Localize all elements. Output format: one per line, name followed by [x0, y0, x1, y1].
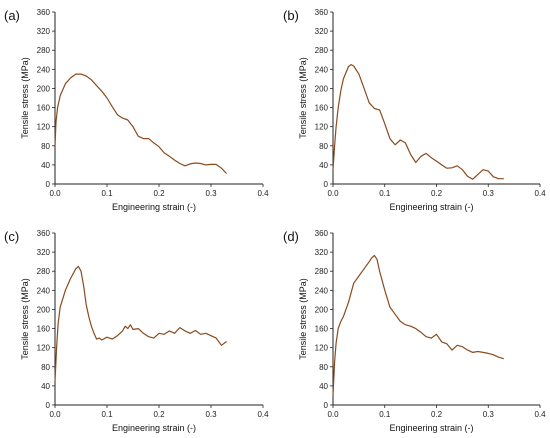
y-tick-label: 80	[319, 142, 328, 151]
y-tick-label: 320	[315, 248, 329, 257]
y-tick-label: 0	[46, 180, 51, 189]
x-tick-label: 0.1	[101, 189, 113, 198]
stress-strain-curve	[332, 254, 504, 396]
x-tick-label: 0.2	[431, 189, 443, 198]
panel-label: (d)	[283, 229, 299, 244]
x-tick-label: 0.2	[153, 189, 165, 198]
y-tick-label: 160	[315, 104, 329, 113]
chart-panel-c: (c) 0 40 80 120 160 200 240 280 320 360 0.0 0.1 0.2 0.…	[4, 229, 269, 433]
y-tick-label: 0	[324, 401, 329, 410]
x-tick-label: 0.3	[205, 189, 217, 198]
x-tick-label: 0.3	[205, 410, 217, 419]
x-tick-label: 0.0	[327, 189, 339, 198]
x-tick-label: 0.4	[257, 189, 269, 198]
x-tick-label: 0.0	[49, 410, 61, 419]
chart-panel-b: (b) 0 40 80 120 160 200 240 280 320 360 0.0 0.1 0.2 0.…	[283, 8, 546, 212]
y-tick-label: 240	[315, 286, 329, 295]
y-tick-label: 360	[37, 8, 51, 17]
y-tick-label: 200	[37, 84, 51, 93]
panel-label: (b)	[283, 8, 299, 23]
x-tick-label: 0.1	[379, 189, 391, 198]
chart-panel-d: (d) 0 40 80 120 160 200 240 280 320 360 0.0 0.1 0.2 0.…	[283, 229, 546, 433]
x-tick-label: 0.0	[49, 189, 61, 198]
y-tick-label: 40	[319, 161, 328, 170]
panel-label: (c)	[4, 229, 19, 244]
y-tick-label: 80	[41, 363, 50, 372]
y-tick-label: 40	[41, 161, 50, 170]
stress-strain-curve	[54, 73, 228, 174]
y-tick-label: 200	[315, 84, 329, 93]
x-axis-title: Engineering strain (-)	[112, 202, 196, 212]
stress-strain-curve	[332, 63, 504, 180]
stress-strain-curve	[54, 265, 227, 382]
y-tick-label: 280	[37, 46, 51, 55]
y-tick-label: 360	[37, 229, 51, 238]
y-tick-label: 0	[324, 180, 329, 189]
x-axis-title: Engineering strain (-)	[389, 423, 473, 433]
y-tick-label: 40	[319, 382, 328, 391]
y-axis-title: Tensile stress (MPa)	[20, 57, 30, 139]
y-tick-label: 160	[315, 325, 329, 334]
x-tick-label: 0.3	[483, 410, 495, 419]
y-tick-label: 40	[41, 382, 50, 391]
y-tick-label: 240	[37, 65, 51, 74]
y-tick-label: 160	[37, 325, 51, 334]
y-tick-label: 120	[37, 123, 51, 132]
y-tick-label: 0	[46, 401, 51, 410]
x-tick-label: 0.4	[534, 410, 546, 419]
x-tick-label: 0.1	[101, 410, 113, 419]
x-tick-label: 0.4	[534, 189, 546, 198]
y-tick-label: 320	[37, 248, 51, 257]
y-axis-title: Tensile stress (MPa)	[20, 278, 30, 360]
x-tick-label: 0.0	[327, 410, 339, 419]
x-axis-title: Engineering strain (-)	[389, 202, 473, 212]
y-tick-label: 120	[315, 123, 329, 132]
y-tick-label: 280	[315, 267, 329, 276]
chart-panel-a: (a) 0 40 80 120 160 200 240 280 320 360 0.0 0.1 0.2 0.…	[4, 8, 269, 212]
x-tick-label: 0.2	[431, 410, 443, 419]
x-axis-title: Engineering strain (-)	[112, 423, 196, 433]
y-tick-label: 240	[37, 286, 51, 295]
x-tick-label: 0.1	[379, 410, 391, 419]
y-tick-label: 320	[315, 27, 329, 36]
x-tick-label: 0.3	[483, 189, 495, 198]
y-tick-label: 240	[315, 65, 329, 74]
y-tick-label: 80	[319, 363, 328, 372]
y-tick-label: 320	[37, 27, 51, 36]
y-tick-label: 360	[315, 229, 329, 238]
y-tick-label: 120	[37, 344, 51, 353]
x-tick-label: 0.4	[257, 410, 269, 419]
y-tick-label: 280	[37, 267, 51, 276]
y-tick-label: 200	[315, 305, 329, 314]
y-tick-label: 200	[37, 305, 51, 314]
y-tick-label: 120	[315, 344, 329, 353]
y-tick-label: 280	[315, 46, 329, 55]
y-axis-title: Tensile stress (MPa)	[298, 57, 308, 139]
y-axis-title: Tensile stress (MPa)	[298, 278, 308, 360]
y-tick-label: 80	[41, 142, 50, 151]
x-tick-label: 0.2	[153, 410, 165, 419]
y-tick-label: 360	[315, 8, 329, 17]
panel-label: (a)	[4, 8, 20, 23]
y-tick-label: 160	[37, 104, 51, 113]
